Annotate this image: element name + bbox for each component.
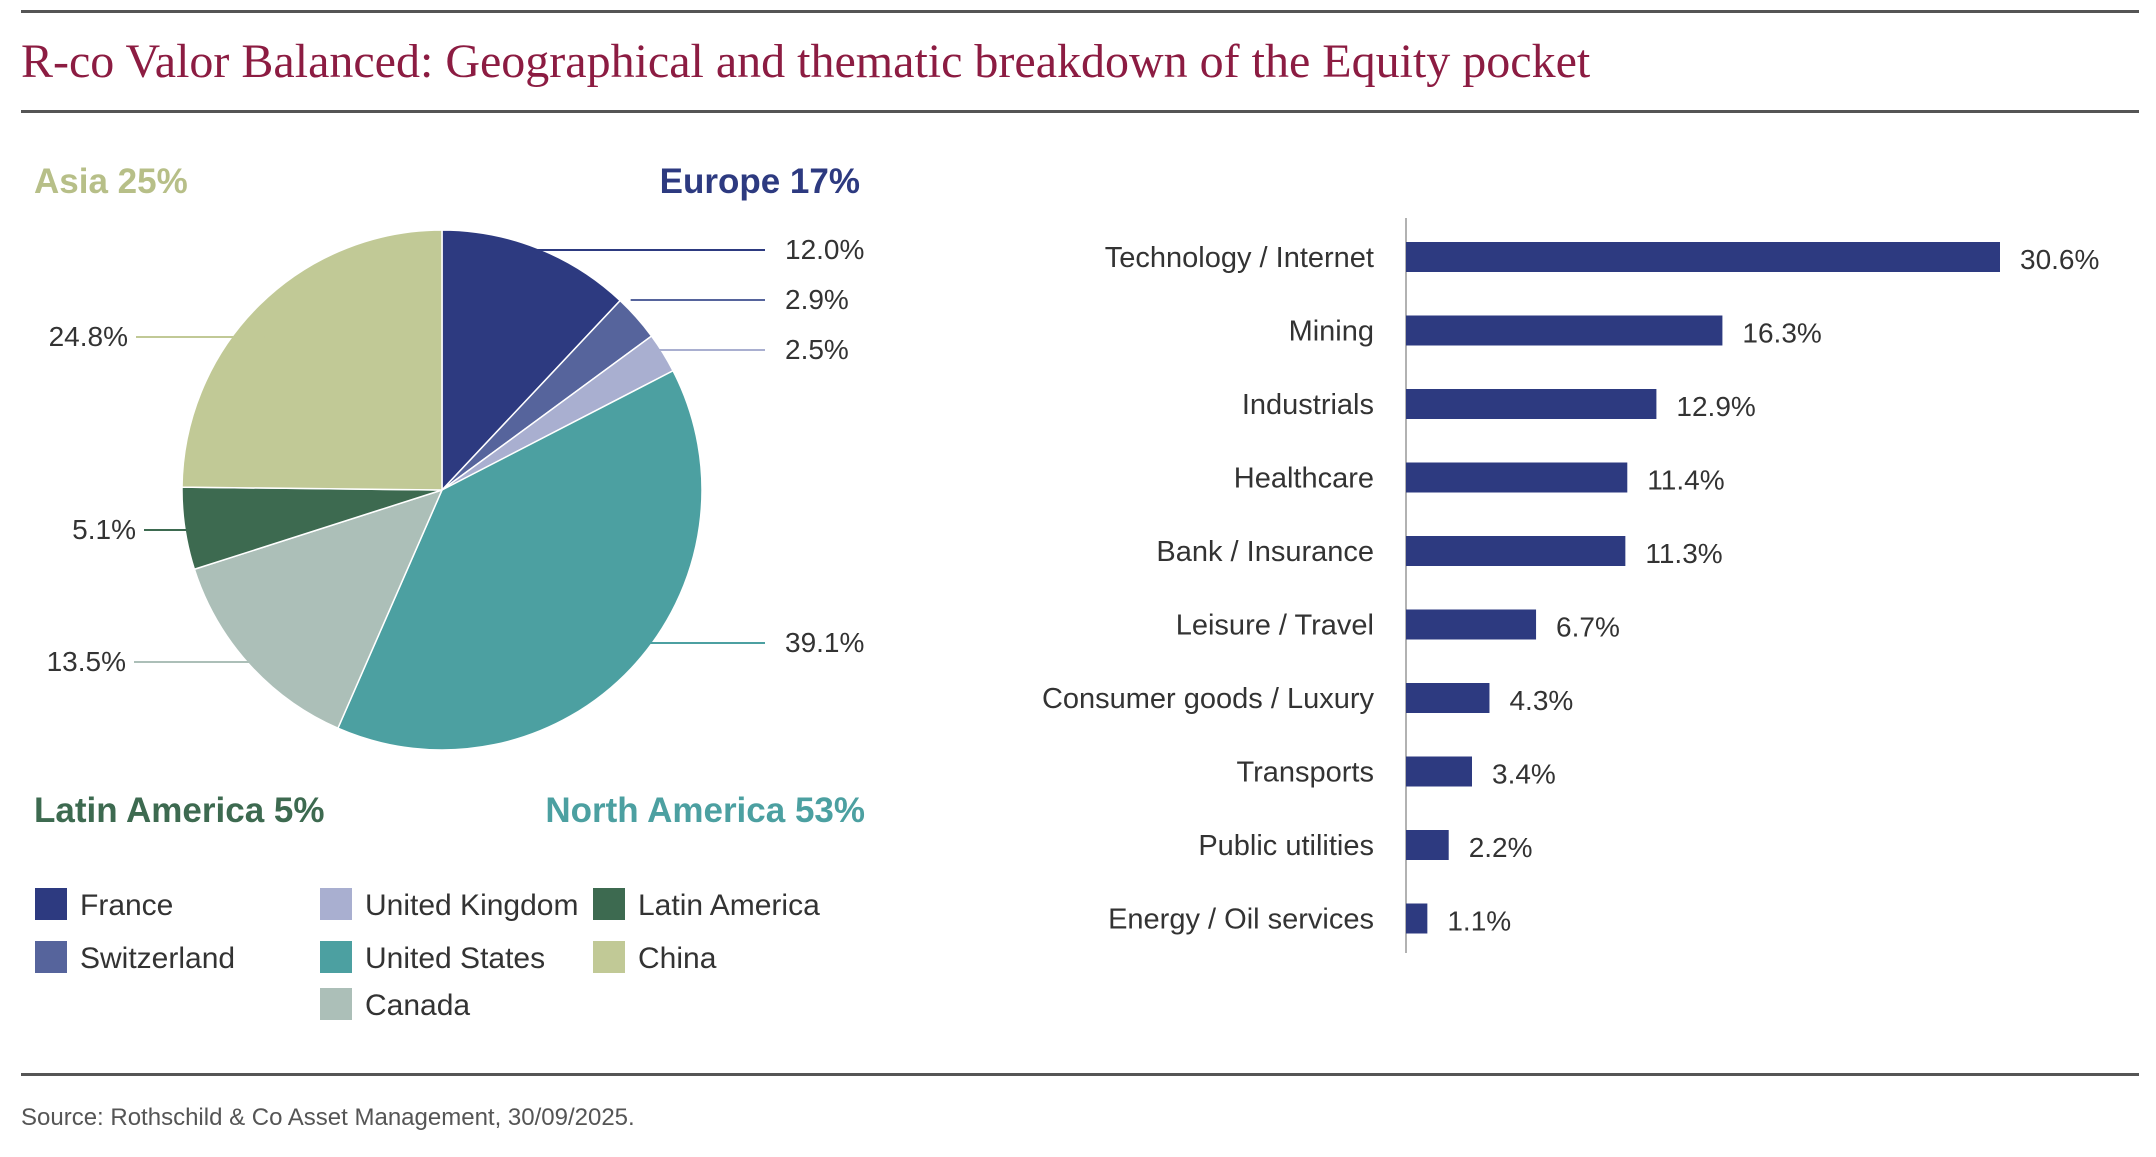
region-labels: Asia 25% Europe 17% Latin America 5% North … <box>34 162 865 830</box>
bar-public-utilities <box>1406 830 1449 860</box>
region-label-asia: Asia 25% <box>34 162 188 201</box>
bar-category-mining: Mining <box>1289 316 1374 348</box>
bar-category-healthcare: Healthcare <box>1234 463 1374 495</box>
bottom-rule <box>21 1073 2139 1076</box>
bar-bank-insurance <box>1406 536 1626 566</box>
bar-value-bank-insurance: 11.3% <box>1645 538 1722 569</box>
pie-label-canada: 13.5% <box>47 646 126 677</box>
pie-chart: 12.0% 2.9% 2.5% 39.1% 13.5% 5.1% 24.8% <box>47 229 864 751</box>
pie-label-united-states: 39.1% <box>785 627 864 658</box>
bar-value-transports: 3.4% <box>1492 759 1556 790</box>
legend-swatch-united-states <box>320 941 352 973</box>
bar-value-leisure-travel: 6.7% <box>1556 612 1620 643</box>
legend-label-united-kingdom: United Kingdom <box>365 889 578 922</box>
pie-slice-united-states <box>336 369 703 751</box>
bar-value-mining: 16.3% <box>1742 318 1821 349</box>
source-note: Source: Rothschild & Co Asset Management… <box>21 1104 635 1131</box>
bar-category-consumer-goods-luxury: Consumer goods / Luxury <box>1042 683 1375 715</box>
bar-healthcare <box>1406 462 1628 493</box>
bar-category-energy-oil-services: Energy / Oil services <box>1108 904 1374 936</box>
pie-slice-france <box>441 229 622 492</box>
legend-swatch-latin-america <box>593 888 625 920</box>
bar-category-technology-internet: Technology / Internet <box>1105 242 1374 274</box>
pie-label-france: 12.0% <box>785 234 864 265</box>
bar-category-industrials: Industrials <box>1242 389 1374 421</box>
bar-transports <box>1406 756 1472 787</box>
legend-swatch-switzerland <box>35 941 67 973</box>
legend-label-latin-america: Latin America <box>638 889 820 922</box>
bar-industrials <box>1406 389 1657 419</box>
bar-value-healthcare: 11.4% <box>1647 465 1724 496</box>
legend-label-china: China <box>638 942 717 975</box>
legend-swatch-canada <box>320 988 352 1020</box>
bar-value-consumer-goods-luxury: 4.3% <box>1509 685 1573 716</box>
page-title: R-co Valor Balanced: Geographical and th… <box>21 35 1591 88</box>
legend-swatch-france <box>35 888 67 920</box>
bar-value-industrials: 12.9% <box>1676 391 1755 422</box>
bar-consumer-goods-luxury <box>1406 683 1490 713</box>
title-rule <box>21 110 2139 113</box>
bar-value-technology-internet: 30.6% <box>2020 244 2099 275</box>
bar-value-public-utilities: 2.2% <box>1469 832 1533 863</box>
bar-mining <box>1406 315 1723 346</box>
legend-label-france: France <box>80 889 173 922</box>
pie-slice-china <box>181 229 443 491</box>
bar-category-leisure-travel: Leisure / Travel <box>1176 610 1374 642</box>
legend-label-canada: Canada <box>365 989 470 1022</box>
legend-label-switzerland: Switzerland <box>80 942 235 975</box>
region-label-north-america: North America 53% <box>545 791 865 830</box>
pie-label-china: 24.8% <box>49 321 128 352</box>
bar-value-energy-oil-services: 1.1% <box>1447 906 1511 937</box>
bar-category-transports: Transports <box>1236 757 1374 789</box>
bar-category-public-utilities: Public utilities <box>1198 830 1374 862</box>
legend-label-united-states: United States <box>365 942 545 975</box>
legend-swatch-china <box>593 941 625 973</box>
top-rule <box>21 10 2139 13</box>
pie-label-switzerland: 2.9% <box>785 284 849 315</box>
bar-category-bank-insurance: Bank / Insurance <box>1156 536 1374 568</box>
region-label-latin-america: Latin America 5% <box>34 791 324 830</box>
bar-leisure-travel <box>1406 609 1537 640</box>
pie-label-latin-america: 5.1% <box>72 514 136 545</box>
legend-swatch-united-kingdom <box>320 888 352 920</box>
pie-legend: France Switzerland United Kingdom United St… <box>35 888 820 1022</box>
bar-chart: Technology / Internet 30.6% Mining 16.3% Ind… <box>1042 218 2099 953</box>
pie-label-united-kingdom: 2.5% <box>785 334 849 365</box>
region-label-europe: Europe 17% <box>660 162 860 201</box>
bar-energy-oil-services <box>1406 903 1428 934</box>
bar-technology-internet <box>1406 242 2000 272</box>
